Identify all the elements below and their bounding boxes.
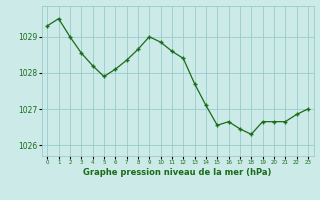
X-axis label: Graphe pression niveau de la mer (hPa): Graphe pression niveau de la mer (hPa): [84, 168, 272, 177]
